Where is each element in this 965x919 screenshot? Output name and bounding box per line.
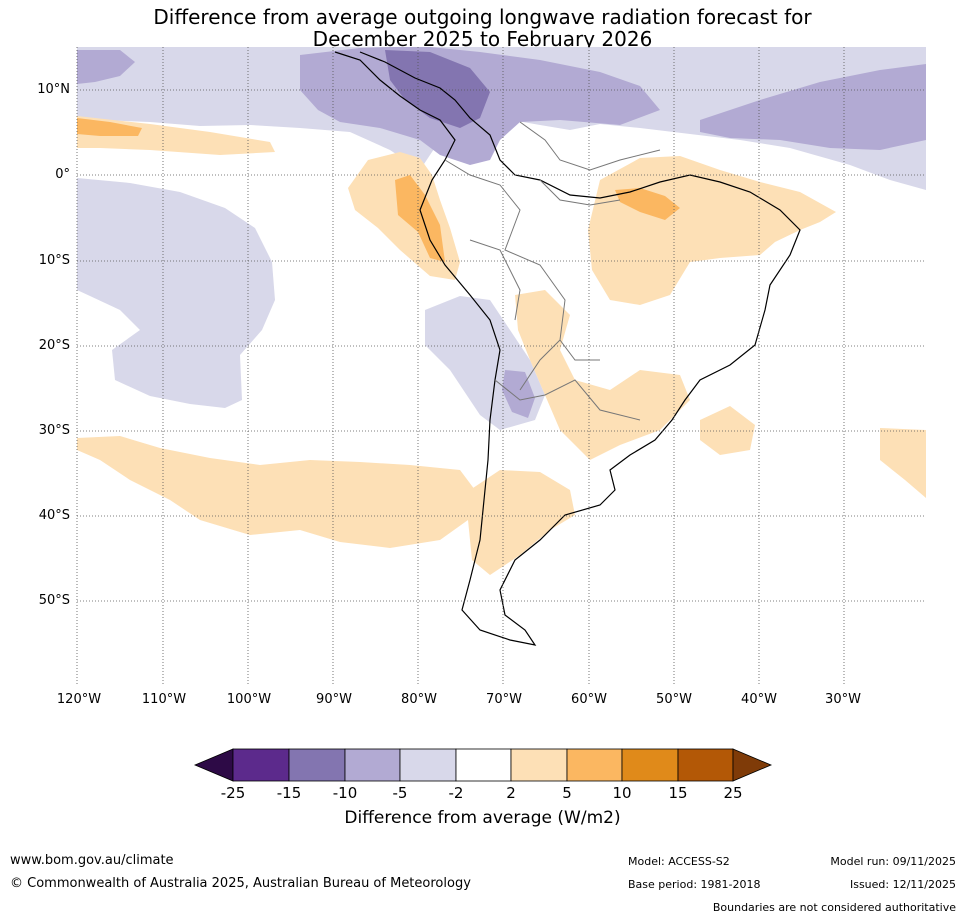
south-america-coastline xyxy=(334,51,801,646)
lat-label: 10°S xyxy=(38,253,70,268)
lat-label: 40°S xyxy=(38,508,70,523)
lon-label: 30°W xyxy=(825,692,861,707)
base-period-text: Base period: 1981-2018 xyxy=(628,878,761,891)
anomaly-region-south-atlantic xyxy=(700,406,755,455)
colorbar-bin xyxy=(288,748,346,782)
anomaly-region-pacific-strip-core xyxy=(77,118,142,136)
copyright-text: © Commonwealth of Australia 2025, Austra… xyxy=(10,876,471,891)
lat-label: 30°S xyxy=(38,423,70,438)
colorbar-tick: -10 xyxy=(332,784,358,802)
issued-text: Issued: 12/11/2025 xyxy=(849,878,956,891)
anomaly-region-east-atlantic-south xyxy=(880,428,926,498)
country-borders xyxy=(444,121,661,421)
graticule xyxy=(76,47,926,685)
lon-label: 80°W xyxy=(401,692,437,707)
colorbar-tick: -2 xyxy=(448,784,464,802)
lon-label: 90°W xyxy=(316,692,352,707)
lat-label: 10°N xyxy=(37,82,70,97)
lon-label: 120°W xyxy=(56,692,102,707)
colorbar xyxy=(193,748,773,782)
colorbar-tick: -5 xyxy=(392,784,408,802)
colorbar-tick: 5 xyxy=(562,784,572,802)
colorbar-tick: -25 xyxy=(220,784,246,802)
colorbar-bin xyxy=(510,748,568,782)
colorbar-bin xyxy=(566,748,623,782)
lon-label: 100°W xyxy=(226,692,272,707)
colorbar-tick: 25 xyxy=(723,784,743,802)
anomaly-region-south-pacific xyxy=(77,436,475,548)
disclaimer-text: Boundaries are not considered authoritat… xyxy=(712,901,956,914)
anomaly-region-south-central-core xyxy=(502,370,535,418)
anomaly-region-peru-core xyxy=(395,175,445,262)
colorbar-extend-low xyxy=(193,748,234,782)
lon-label: 50°W xyxy=(656,692,692,707)
lon-label: 70°W xyxy=(486,692,522,707)
lat-label: 50°S xyxy=(38,593,70,608)
colorbar-bin xyxy=(677,748,734,782)
chart-title-line1: Difference from average outgoing longwav… xyxy=(153,5,812,29)
anomaly-region-east-pacific-north xyxy=(77,50,135,84)
anomaly-region-brazil-core xyxy=(615,188,680,220)
anomaly-region-southeast-sa xyxy=(515,290,690,460)
chart-title-line2: December 2025 to February 2026 xyxy=(312,27,653,51)
anomaly-region-west-atlantic xyxy=(700,64,926,150)
anomaly-region-north-band xyxy=(77,47,926,190)
lon-label: 110°W xyxy=(141,692,187,707)
colorbar-bin xyxy=(455,748,512,782)
lat-label: 0° xyxy=(55,167,70,182)
colorbar-extend-high xyxy=(732,748,773,782)
colorbar-tick: -15 xyxy=(276,784,302,802)
lat-label: 20°S xyxy=(38,338,70,353)
lon-label: 60°W xyxy=(571,692,607,707)
model-run-text: Model run: 09/11/2025 xyxy=(830,855,956,868)
colorbar-bin xyxy=(399,748,457,782)
colorbar-tick: 15 xyxy=(668,784,688,802)
anomaly-region-caribbean-core xyxy=(385,50,490,128)
colorbar-tick: 10 xyxy=(612,784,632,802)
anomaly-region-east-pacific xyxy=(77,178,275,408)
colorbar-bin xyxy=(621,748,679,782)
website-link[interactable]: www.bom.gov.au/climate xyxy=(10,853,174,868)
lon-label: 40°W xyxy=(741,692,777,707)
colorbar-tick: 2 xyxy=(506,784,516,802)
colorbar-bin xyxy=(344,748,401,782)
model-text: Model: ACCESS-S2 xyxy=(628,855,730,868)
anomaly-region-patagonia xyxy=(468,470,575,575)
colorbar-bin xyxy=(232,748,290,782)
colorbar-label: Difference from average (W/m2) xyxy=(344,808,621,828)
